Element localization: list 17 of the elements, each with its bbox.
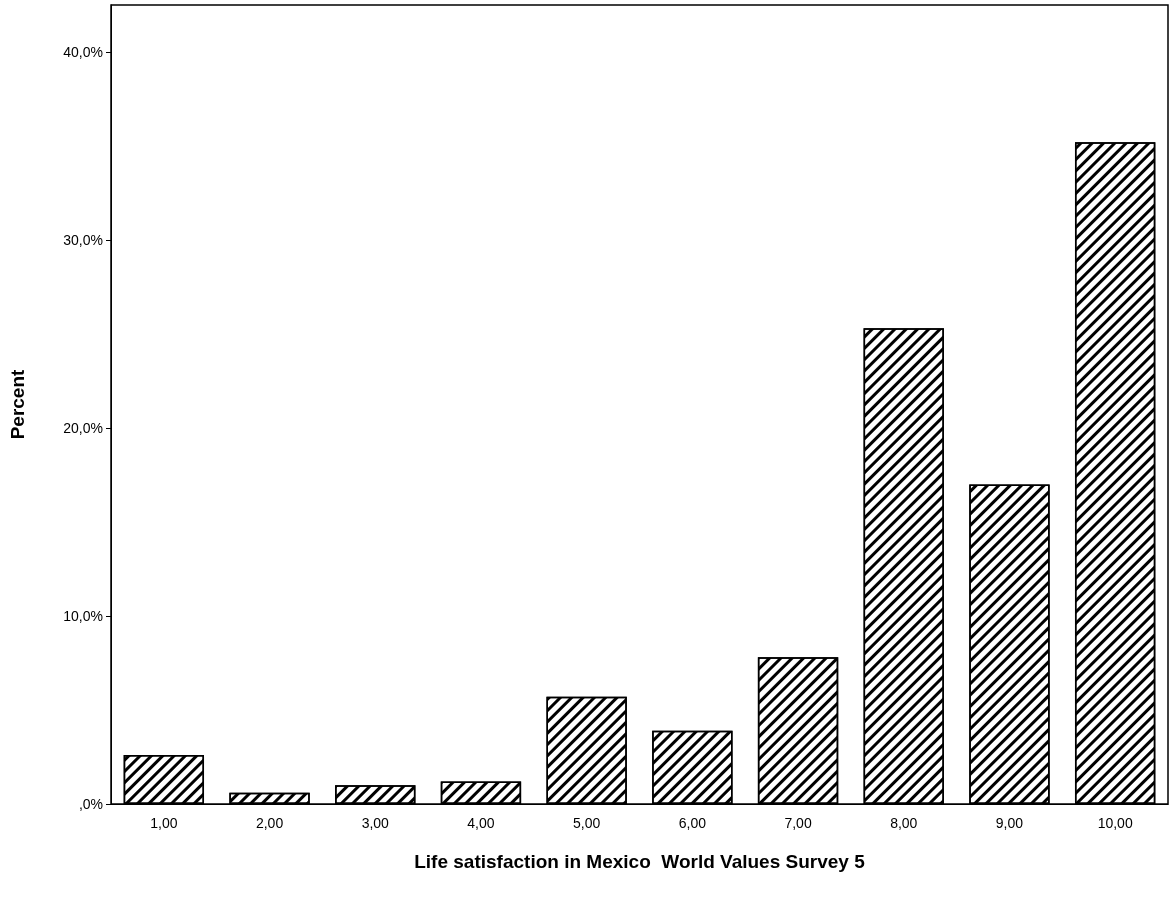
- x-tick-label: 3,00: [361, 815, 390, 831]
- x-tick-label: 10,00: [1097, 815, 1133, 831]
- x-tick-label: 1,00: [150, 815, 178, 831]
- x-tick-label: 2,00: [255, 815, 284, 831]
- y-tick-label: 10,0%: [63, 608, 103, 624]
- y-tick-label: ,0%: [78, 796, 103, 812]
- x-tick-label: 4,00: [467, 815, 495, 831]
- y-tick-label: 20,0%: [63, 420, 103, 436]
- x-tick-label: 9,00: [995, 815, 1024, 831]
- x-tick-label: 8,00: [890, 815, 918, 831]
- x-tick-label: 7,00: [784, 815, 812, 831]
- x-tick-label: 6,00: [678, 815, 707, 831]
- x-tick-label: 5,00: [573, 815, 601, 831]
- y-tick-label: 40,0%: [63, 44, 103, 60]
- y-axis-title: Percent: [7, 368, 28, 440]
- y-tick-label: 30,0%: [63, 232, 103, 248]
- x-axis-title: Life satisfaction in Mexico World Values Survey 5: [414, 851, 866, 872]
